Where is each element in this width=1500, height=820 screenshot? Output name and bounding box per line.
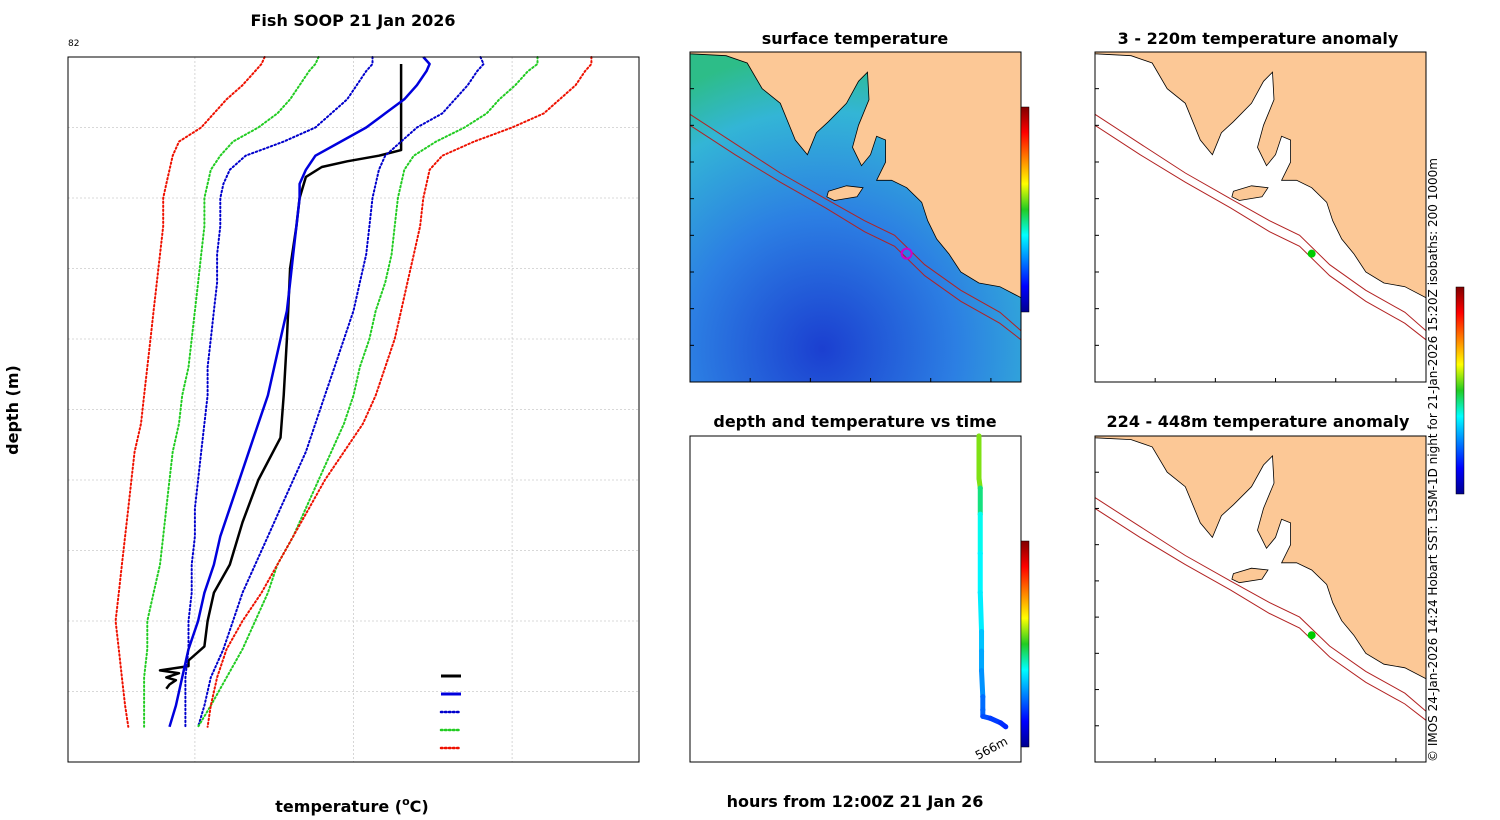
depthtime-point [976, 475, 982, 481]
depthtime-panel: depth and temperature vs time 566m hours… [689, 412, 1030, 811]
profile-title: Fish SOOP 21 Jan 2026 [251, 11, 456, 30]
map-kangaroo-island [826, 185, 864, 201]
profile-ylabel: depth (m) [3, 365, 22, 455]
sst-map [689, 51, 1022, 382]
profile-series-7 [114, 56, 266, 728]
map-isobath-1000 [689, 124, 1022, 341]
profile-xlabel: temperature (oC) [275, 795, 428, 816]
map-isobath-200 [1094, 113, 1427, 332]
depthtime-point [980, 707, 986, 713]
depthtime-point [977, 485, 983, 491]
profile-lines [114, 56, 593, 728]
anom2-map [1094, 435, 1427, 762]
anom1-panel: 3 - 220m temperature anomaly [1094, 29, 1427, 383]
anom1-axes-box [1094, 51, 1427, 383]
depthtime-points [976, 433, 1009, 730]
map-isobath-1000 [1094, 507, 1427, 721]
profile-grid [68, 57, 639, 762]
depthtime-point [977, 589, 983, 595]
anom2-title: 224 - 448m temperature anomaly [1107, 412, 1410, 431]
profile-legend [439, 674, 463, 750]
depthtime-point [979, 648, 985, 654]
map-isobath-1000 [1094, 124, 1427, 341]
depthtime-point [980, 713, 986, 719]
anom2-axes-box [1094, 435, 1427, 763]
map-land [1094, 51, 1427, 299]
map-station-marker [1307, 249, 1316, 258]
credit-text: © IMOS 24-Jan-2026 14:24 Hobart SST: L3S… [1426, 158, 1440, 762]
anom1-title: 3 - 220m temperature anomaly [1118, 29, 1399, 48]
map-kangaroo-island [1231, 567, 1269, 584]
profile-series-5 [143, 56, 320, 728]
sst-ticks [689, 51, 992, 383]
depthtime-point [980, 694, 986, 700]
anom1-map [1094, 51, 1427, 382]
profile-axes-box [67, 56, 640, 763]
profile-series-4 [197, 56, 539, 728]
profile-corner-label: 82 [68, 39, 79, 49]
profile-panel: Fish SOOP 21 Jan 2026 82 temperature (oC… [3, 11, 640, 816]
profile-series-2 [197, 56, 485, 728]
depthtime-point [977, 511, 983, 517]
sst-panel: surface temperature [689, 29, 1030, 383]
map-land [1094, 435, 1427, 680]
sst-colorbar [1020, 106, 1030, 313]
anom-colorbar [1455, 286, 1465, 495]
map-land [689, 51, 1022, 299]
map-isobath-200 [1094, 497, 1427, 712]
depthtime-xlabel: hours from 12:00Z 21 Jan 26 [727, 792, 984, 811]
depthtime-point [976, 453, 982, 459]
profile-series-1 [168, 56, 431, 728]
depthtime-segment [977, 589, 985, 635]
depthtime-segment [979, 668, 986, 700]
depthtime-point [979, 629, 985, 635]
profile-series-3 [184, 56, 374, 728]
depthtime-point [977, 550, 983, 556]
map-isobath-200 [689, 113, 1022, 332]
depthtime-axes-box [689, 435, 1022, 763]
depthtime-point [1003, 724, 1009, 730]
map-station-marker [1307, 631, 1316, 640]
anom2-ticks [1094, 435, 1397, 763]
depthtime-point [998, 720, 1004, 726]
anom2-panel: 224 - 448m temperature anomaly [1094, 412, 1427, 763]
depthtime-title: depth and temperature vs time [713, 412, 996, 431]
anom1-ticks [1094, 51, 1397, 383]
map-kangaroo-island [1231, 185, 1269, 201]
sst-title: surface temperature [762, 29, 949, 48]
depthtime-point [987, 715, 993, 721]
map-station-marker [900, 247, 913, 260]
depthtime-point [976, 433, 982, 439]
depthtime-point [979, 668, 985, 674]
profile-series-6 [206, 56, 593, 728]
depthtime-colorbar [1020, 540, 1030, 748]
profile-series-0 [158, 64, 403, 690]
